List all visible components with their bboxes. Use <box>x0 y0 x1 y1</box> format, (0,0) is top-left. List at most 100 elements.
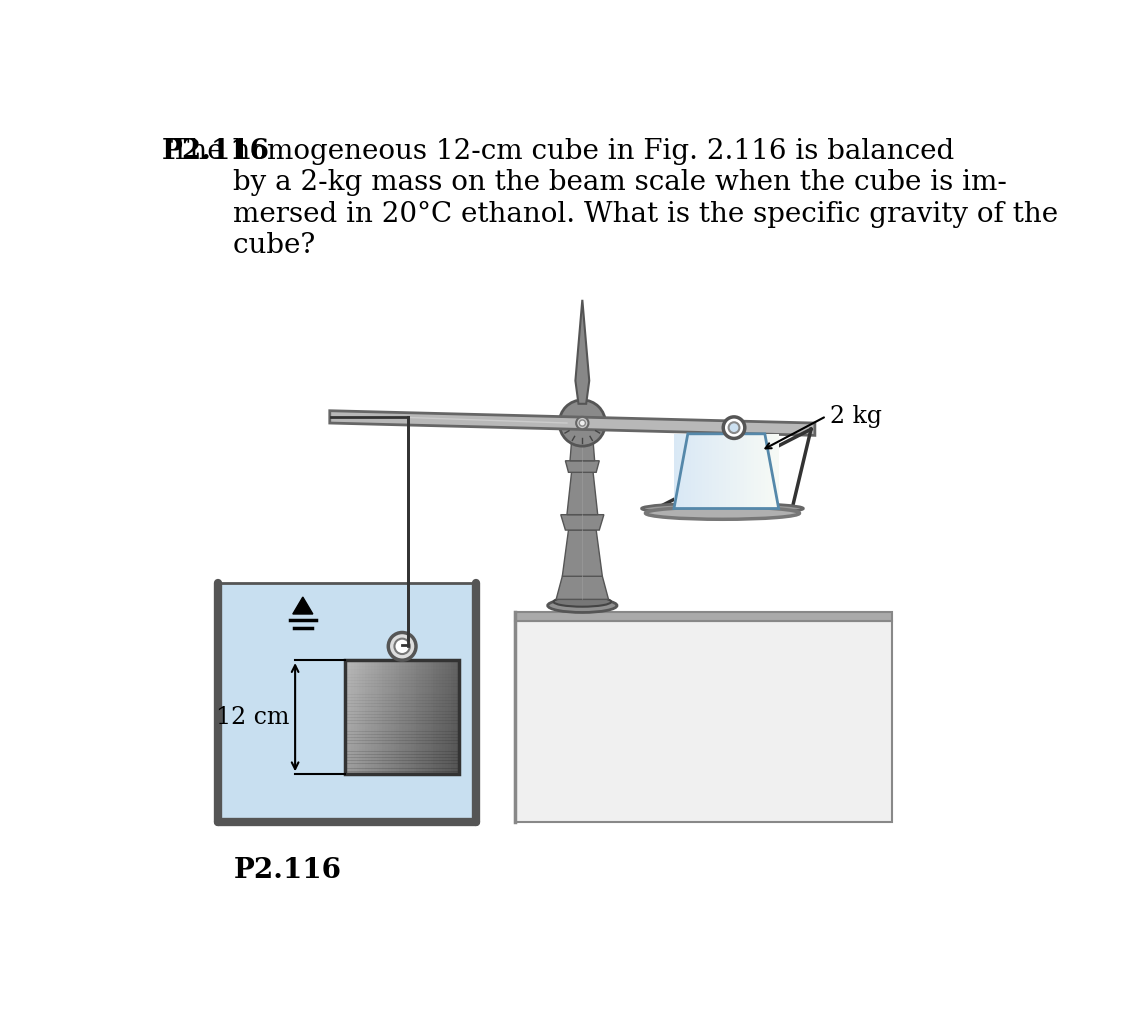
Bar <box>346 754 459 758</box>
Circle shape <box>729 422 739 433</box>
Bar <box>688 434 692 508</box>
Bar <box>437 661 440 774</box>
Polygon shape <box>330 411 815 435</box>
Bar <box>730 434 735 508</box>
Bar <box>376 661 380 774</box>
Bar <box>346 683 459 687</box>
Polygon shape <box>293 597 313 614</box>
Bar <box>346 672 459 676</box>
Bar <box>346 760 459 764</box>
Bar <box>346 769 459 772</box>
Bar <box>754 434 758 508</box>
Bar <box>399 661 402 774</box>
Bar <box>416 661 420 774</box>
Bar <box>723 434 727 508</box>
Text: 2 kg: 2 kg <box>830 405 882 427</box>
Bar <box>408 661 412 774</box>
Bar <box>346 678 459 681</box>
Bar <box>346 731 459 735</box>
Bar <box>346 742 459 746</box>
Bar <box>346 680 459 684</box>
Bar <box>359 661 363 774</box>
Bar <box>346 766 459 770</box>
Bar <box>681 434 686 508</box>
Bar <box>346 772 459 775</box>
Bar <box>708 434 713 508</box>
Bar <box>346 728 459 732</box>
Bar <box>698 434 703 508</box>
Bar <box>737 434 741 508</box>
Bar <box>346 661 349 774</box>
Bar <box>720 434 723 508</box>
Polygon shape <box>570 422 595 461</box>
Bar <box>346 737 459 740</box>
Bar <box>775 434 780 508</box>
Bar <box>445 661 448 774</box>
Bar <box>454 661 457 774</box>
Bar <box>346 661 459 664</box>
Bar <box>678 434 682 508</box>
Bar <box>348 661 351 774</box>
Bar <box>346 703 459 707</box>
Bar <box>439 661 442 774</box>
Bar <box>422 661 425 774</box>
Bar <box>380 661 383 774</box>
Bar <box>346 695 459 698</box>
Bar <box>456 661 459 774</box>
Bar <box>414 661 417 774</box>
Bar <box>374 661 377 774</box>
Circle shape <box>559 400 605 446</box>
Bar <box>740 434 745 508</box>
Bar <box>218 583 476 822</box>
Bar <box>705 434 709 508</box>
Bar <box>428 661 431 774</box>
Bar <box>410 661 414 774</box>
Polygon shape <box>565 461 599 473</box>
Bar <box>346 740 459 743</box>
Bar <box>346 663 459 667</box>
Bar <box>393 661 397 774</box>
Bar <box>346 711 459 715</box>
Ellipse shape <box>646 507 799 519</box>
Bar <box>727 434 731 508</box>
Bar <box>346 751 459 755</box>
Bar <box>750 434 755 508</box>
Bar <box>420 661 423 774</box>
Bar <box>346 661 459 774</box>
Bar <box>346 709 459 712</box>
Ellipse shape <box>641 503 804 514</box>
Polygon shape <box>561 515 604 530</box>
Bar <box>346 717 459 721</box>
Bar <box>397 661 400 774</box>
Bar <box>346 720 459 723</box>
Bar <box>747 434 752 508</box>
Bar <box>765 434 769 508</box>
Bar <box>733 434 738 508</box>
Bar <box>425 661 429 774</box>
Bar <box>684 434 689 508</box>
Bar <box>757 434 762 508</box>
Bar <box>450 661 454 774</box>
Bar <box>769 434 772 508</box>
Bar <box>346 666 459 670</box>
Bar <box>354 661 357 774</box>
Text: P2.116: P2.116 <box>233 856 341 884</box>
Bar <box>346 706 459 709</box>
Bar <box>448 661 451 774</box>
Bar <box>346 763 459 767</box>
Circle shape <box>579 420 586 426</box>
Polygon shape <box>575 300 589 404</box>
Bar <box>346 745 459 749</box>
Bar <box>346 700 459 704</box>
Bar <box>351 661 355 774</box>
Bar <box>385 661 389 774</box>
Bar <box>716 434 720 508</box>
Bar <box>346 748 459 752</box>
Bar <box>391 661 395 774</box>
Bar <box>691 434 696 508</box>
Circle shape <box>395 638 409 654</box>
Bar <box>382 661 385 774</box>
Bar <box>442 661 446 774</box>
Bar <box>346 669 459 673</box>
Bar <box>371 661 374 774</box>
